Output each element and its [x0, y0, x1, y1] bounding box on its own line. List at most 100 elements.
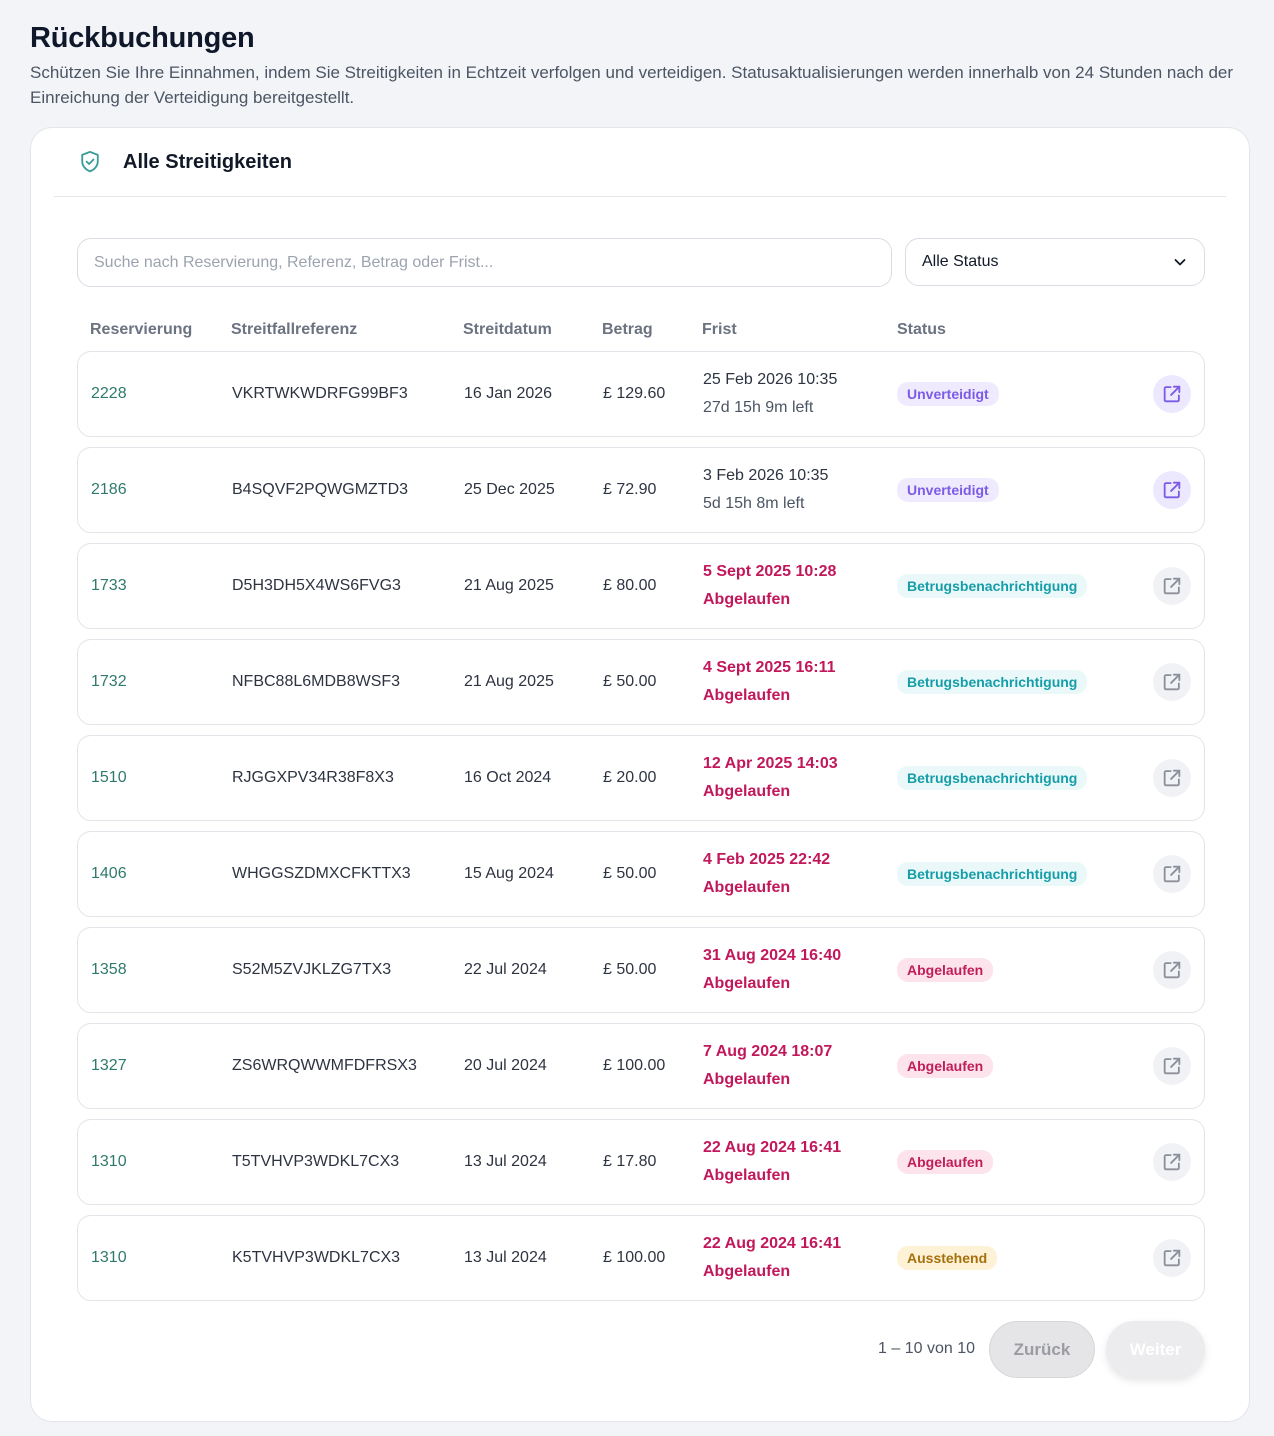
- deadline-date: 5 Sept 2025 10:28: [703, 563, 837, 580]
- deadline-remaining: Abgelaufen: [703, 783, 791, 800]
- deadline-date: 4 Feb 2025 22:42: [703, 851, 831, 868]
- dispute-amount: £ 50.00: [603, 865, 657, 882]
- deadline-date: 22 Aug 2024 16:41: [703, 1139, 842, 1156]
- external-link-icon: [1163, 1057, 1181, 1075]
- deadline-date: 7 Aug 2024 18:07: [703, 1043, 833, 1060]
- dispute-reference: S52M5ZVJKLZG7TX3: [232, 961, 392, 978]
- next-page-button[interactable]: Weiter: [1106, 1321, 1205, 1378]
- status-badge: Betrugsbenachrichtigung: [897, 862, 1088, 886]
- status-cell: Betrugsbenachrichtigung: [897, 832, 1088, 916]
- table-row[interactable]: 1310 K5TVHVP3WDKL7CX3 13 Jul 2024 £ 100.…: [77, 1215, 1205, 1301]
- open-dispute-button[interactable]: [1153, 1047, 1191, 1085]
- search-input[interactable]: [77, 238, 892, 287]
- reservation-link[interactable]: 1732: [91, 673, 127, 690]
- status-cell: Betrugsbenachrichtigung: [897, 640, 1088, 724]
- status-badge: Betrugsbenachrichtigung: [897, 574, 1088, 598]
- deadline-cell: 22 Aug 2024 16:41 Abgelaufen: [703, 1216, 841, 1300]
- status-cell: Abgelaufen: [897, 1120, 994, 1204]
- reservation-link[interactable]: 1310: [91, 1249, 127, 1266]
- table-row[interactable]: 2186 B4SQVF2PQWGMZTD3 25 Dec 2025 £ 72.9…: [77, 447, 1205, 533]
- deadline-remaining: Abgelaufen: [703, 1263, 791, 1280]
- deadline-remaining: 5d 15h 8m left: [703, 495, 805, 512]
- deadline-cell: 25 Feb 2026 10:35 27d 15h 9m left: [703, 352, 837, 436]
- pagination-info: 1 – 10 von 10: [878, 1340, 975, 1357]
- status-cell: Unverteidigt: [897, 448, 999, 532]
- page-title: Rückbuchungen: [30, 22, 255, 54]
- deadline-date: 22 Aug 2024 16:41: [703, 1235, 842, 1252]
- status-badge: Ausstehend: [897, 1246, 998, 1270]
- deadline-remaining: Abgelaufen: [703, 879, 791, 896]
- header-reservation[interactable]: Reservierung: [90, 321, 193, 338]
- page-header: Rückbuchungen Schützen Sie Ihre Einnahme…: [30, 20, 1240, 110]
- table-row[interactable]: 1406 WHGGSZDMXCFKTTX3 15 Aug 2024 £ 50.0…: [77, 831, 1205, 917]
- status-filter-select[interactable]: Alle Status: [905, 238, 1205, 286]
- header-amount[interactable]: Betrag: [602, 321, 653, 338]
- table-row[interactable]: 1310 T5TVHVP3WDKL7CX3 13 Jul 2024 £ 17.8…: [77, 1119, 1205, 1205]
- status-badge: Betrugsbenachrichtigung: [897, 766, 1088, 790]
- deadline-date: 31 Aug 2024 16:40: [703, 947, 842, 964]
- table-row[interactable]: 1358 S52M5ZVJKLZG7TX3 22 Jul 2024 £ 50.0…: [77, 927, 1205, 1013]
- dispute-reference: ZS6WRQWWMFDFRSX3: [232, 1057, 417, 1074]
- header-reference[interactable]: Streitfallreferenz: [231, 321, 358, 338]
- deadline-cell: 7 Aug 2024 18:07 Abgelaufen: [703, 1024, 832, 1108]
- table-row[interactable]: 1510 RJGGXPV34R38F8X3 16 Oct 2024 £ 20.0…: [77, 735, 1205, 821]
- open-dispute-button[interactable]: [1153, 663, 1191, 701]
- deadline-remaining: 27d 15h 9m left: [703, 399, 814, 416]
- deadline-date: 25 Feb 2026 10:35: [703, 371, 838, 388]
- status-badge: Unverteidigt: [897, 382, 999, 406]
- dispute-date: 13 Jul 2024: [464, 1153, 547, 1170]
- header-date[interactable]: Streitdatum: [463, 321, 552, 338]
- open-dispute-button[interactable]: [1153, 855, 1191, 893]
- status-badge: Abgelaufen: [897, 1150, 994, 1174]
- deadline-remaining: Abgelaufen: [703, 687, 791, 704]
- external-link-icon: [1163, 961, 1181, 979]
- open-dispute-button[interactable]: [1153, 375, 1191, 413]
- external-link-icon: [1163, 1249, 1181, 1267]
- external-link-icon: [1163, 769, 1181, 787]
- open-dispute-button[interactable]: [1153, 471, 1191, 509]
- open-dispute-button[interactable]: [1153, 759, 1191, 797]
- deadline-remaining: Abgelaufen: [703, 591, 791, 608]
- reservation-link[interactable]: 1510: [91, 769, 127, 786]
- dispute-date: 16 Jan 2026: [464, 385, 553, 402]
- prev-page-button[interactable]: Zurück: [989, 1321, 1095, 1378]
- status-cell: Abgelaufen: [897, 1024, 994, 1108]
- reservation-link[interactable]: 1406: [91, 865, 127, 882]
- dispute-amount: £ 129.60: [603, 385, 666, 402]
- header-status[interactable]: Status: [897, 321, 946, 338]
- deadline-cell: 5 Sept 2025 10:28 Abgelaufen: [703, 544, 836, 628]
- deadline-remaining: Abgelaufen: [703, 1071, 791, 1088]
- reservation-link[interactable]: 1327: [91, 1057, 127, 1074]
- chevron-down-icon: [1174, 259, 1186, 266]
- reservation-link[interactable]: 1310: [91, 1153, 127, 1170]
- deadline-cell: 22 Aug 2024 16:41 Abgelaufen: [703, 1120, 841, 1204]
- disputes-card: Alle Streitigkeiten Alle Status Reservie…: [30, 127, 1250, 1422]
- dispute-amount: £ 20.00: [603, 769, 657, 786]
- table-header: Reservierung Streitfallreferenz Streitda…: [77, 318, 1205, 342]
- open-dispute-button[interactable]: [1153, 951, 1191, 989]
- status-cell: Unverteidigt: [897, 352, 999, 436]
- dispute-date: 16 Oct 2024: [464, 769, 552, 786]
- shield-check-icon: [81, 151, 99, 173]
- header-deadline[interactable]: Frist: [702, 321, 737, 338]
- table-row[interactable]: 1327 ZS6WRQWWMFDFRSX3 20 Jul 2024 £ 100.…: [77, 1023, 1205, 1109]
- open-dispute-button[interactable]: [1153, 1239, 1191, 1277]
- open-dispute-button[interactable]: [1153, 567, 1191, 605]
- reservation-link[interactable]: 2186: [91, 481, 127, 498]
- deadline-cell: 12 Apr 2025 14:03 Abgelaufen: [703, 736, 838, 820]
- dispute-date: 15 Aug 2024: [464, 865, 554, 882]
- deadline-cell: 4 Sept 2025 16:11 Abgelaufen: [703, 640, 836, 724]
- reservation-link[interactable]: 2228: [91, 385, 127, 402]
- external-link-icon: [1163, 577, 1181, 595]
- open-dispute-button[interactable]: [1153, 1143, 1191, 1181]
- table-row[interactable]: 2228 VKRTWKWDRFG99BF3 16 Jan 2026 £ 129.…: [77, 351, 1205, 437]
- reservation-link[interactable]: 1733: [91, 577, 127, 594]
- status-filter-value: Alle Status: [922, 253, 999, 270]
- status-cell: Betrugsbenachrichtigung: [897, 736, 1088, 820]
- table-row[interactable]: 1732 NFBC88L6MDB8WSF3 21 Aug 2025 £ 50.0…: [77, 639, 1205, 725]
- external-link-icon: [1163, 1153, 1181, 1171]
- dispute-date: 21 Aug 2025: [464, 577, 554, 594]
- dispute-amount: £ 17.80: [603, 1153, 657, 1170]
- reservation-link[interactable]: 1358: [91, 961, 127, 978]
- table-row[interactable]: 1733 D5H3DH5X4WS6FVG3 21 Aug 2025 £ 80.0…: [77, 543, 1205, 629]
